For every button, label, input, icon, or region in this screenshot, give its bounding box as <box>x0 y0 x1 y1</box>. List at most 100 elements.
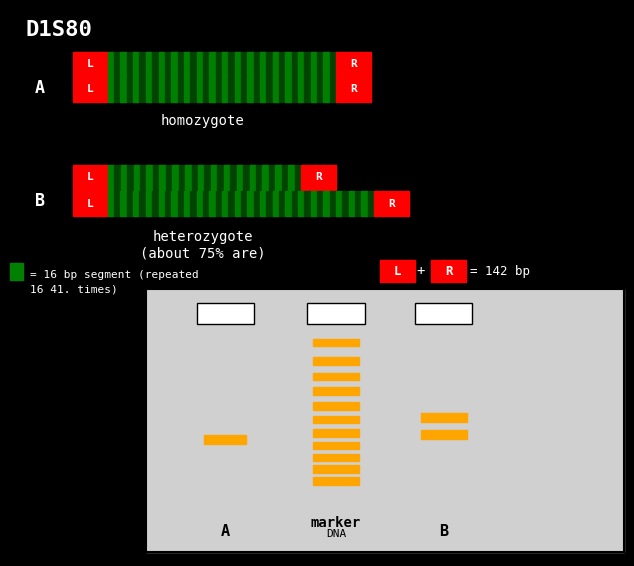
Bar <box>120 77 127 102</box>
Bar <box>254 52 260 76</box>
Text: L: L <box>87 59 94 69</box>
Text: D1S80: D1S80 <box>25 20 92 40</box>
Bar <box>313 453 359 461</box>
Bar <box>275 165 282 190</box>
Bar <box>317 52 323 76</box>
Bar <box>133 77 139 102</box>
Bar <box>247 77 254 102</box>
Bar <box>185 165 191 190</box>
Bar <box>254 191 260 216</box>
Bar <box>266 77 273 102</box>
Bar <box>342 191 349 216</box>
Bar <box>313 387 359 395</box>
Bar <box>304 191 311 216</box>
Bar <box>158 191 165 216</box>
Bar <box>120 191 127 216</box>
Bar <box>209 52 216 76</box>
Bar <box>152 191 158 216</box>
Bar <box>114 165 120 190</box>
Bar <box>260 77 266 102</box>
Text: L: L <box>394 265 401 277</box>
Bar <box>330 191 336 216</box>
Bar <box>139 77 146 102</box>
Bar <box>236 165 243 190</box>
Text: marker: marker <box>311 516 361 530</box>
Bar <box>260 191 266 216</box>
Bar <box>247 52 254 76</box>
Bar <box>311 52 317 76</box>
Bar <box>209 77 216 102</box>
Bar <box>184 191 190 216</box>
Bar <box>146 289 624 552</box>
Bar <box>158 77 165 102</box>
Text: DNA: DNA <box>326 529 346 539</box>
Bar <box>317 77 323 102</box>
Bar <box>197 52 203 76</box>
Bar <box>203 77 209 102</box>
Bar <box>146 191 152 216</box>
Bar <box>203 191 209 216</box>
Bar <box>184 77 190 102</box>
Bar <box>336 77 371 102</box>
Bar <box>153 165 159 190</box>
Bar <box>108 52 114 76</box>
Bar <box>108 191 114 216</box>
Bar <box>178 52 184 76</box>
Text: R: R <box>315 172 322 182</box>
Bar <box>374 191 409 216</box>
Bar <box>269 165 275 190</box>
Bar <box>191 165 198 190</box>
Bar <box>190 77 197 102</box>
Bar <box>114 191 120 216</box>
Bar <box>313 429 359 437</box>
Bar <box>140 165 146 190</box>
Bar <box>313 415 359 423</box>
Bar <box>165 52 171 76</box>
Bar <box>323 191 330 216</box>
Bar <box>166 165 172 190</box>
Bar <box>421 413 467 422</box>
Bar <box>171 77 178 102</box>
Bar <box>313 357 359 365</box>
Text: B: B <box>35 192 45 210</box>
Bar <box>368 191 374 216</box>
Bar <box>292 191 298 216</box>
Text: R: R <box>445 265 452 277</box>
Bar <box>146 77 152 102</box>
Bar <box>172 165 179 190</box>
Bar <box>307 303 365 324</box>
Bar <box>204 435 246 444</box>
Bar <box>330 52 336 76</box>
Bar <box>120 165 127 190</box>
Bar <box>355 191 361 216</box>
Bar <box>243 165 250 190</box>
Bar <box>146 289 624 552</box>
Text: R: R <box>388 199 395 209</box>
Bar <box>216 77 222 102</box>
Bar <box>415 303 472 324</box>
Bar <box>304 52 311 76</box>
Text: (about 75% are): (about 75% are) <box>140 246 266 260</box>
Bar <box>159 165 166 190</box>
Bar <box>260 52 266 76</box>
Bar <box>209 191 216 216</box>
Bar <box>228 77 235 102</box>
Bar <box>262 165 269 190</box>
Text: heterozygote: heterozygote <box>153 230 253 244</box>
Bar <box>152 77 158 102</box>
Bar <box>313 338 359 346</box>
Bar <box>222 77 228 102</box>
Bar <box>279 191 285 216</box>
Bar <box>273 52 279 76</box>
Bar <box>250 165 256 190</box>
Bar <box>285 52 292 76</box>
Bar <box>301 165 336 190</box>
Bar <box>165 77 171 102</box>
Bar <box>266 191 273 216</box>
Bar <box>211 165 217 190</box>
Bar <box>224 165 230 190</box>
Text: L: L <box>87 84 94 95</box>
Bar <box>190 52 197 76</box>
Bar <box>127 191 133 216</box>
Bar <box>256 165 262 190</box>
